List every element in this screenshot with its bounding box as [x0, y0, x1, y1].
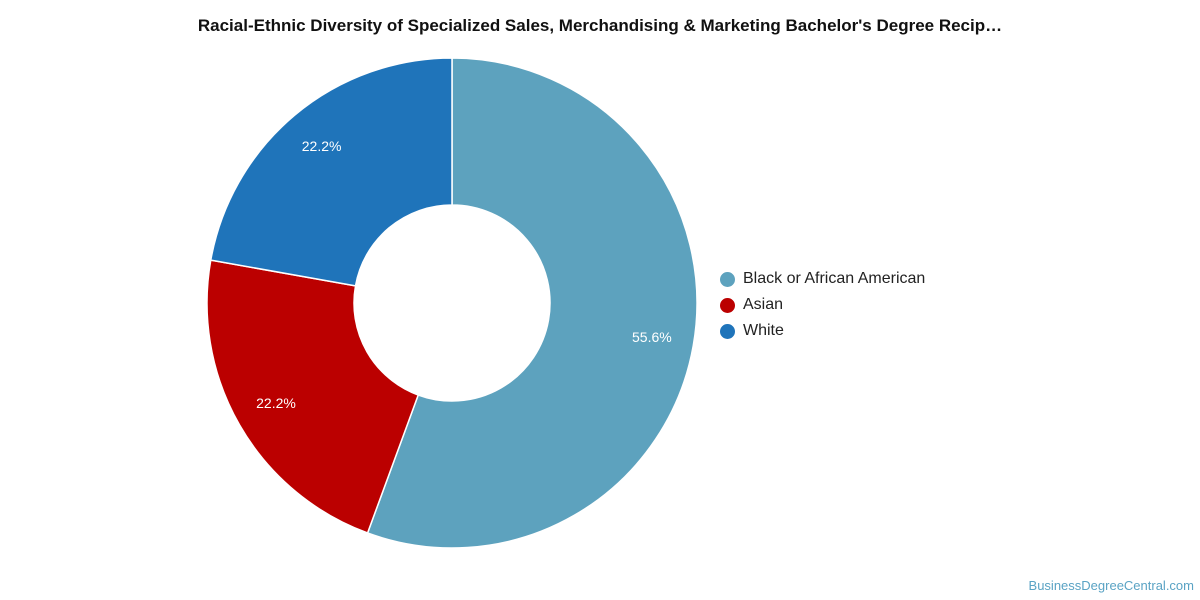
source-link[interactable]: BusinessDegreeCentral.com	[1028, 578, 1194, 593]
legend-item-white[interactable]: White	[720, 318, 925, 344]
legend-label: White	[743, 322, 784, 339]
slice-label-black-or-african-american: 55.6%	[632, 329, 672, 345]
chart-title: Racial-Ethnic Diversity of Specialized S…	[197, 16, 1003, 35]
slice-label-white: 22.2%	[302, 138, 342, 154]
legend-item-black-or-african-american[interactable]: Black or African American	[720, 266, 925, 292]
donut-slice-white[interactable]	[209, 57, 453, 287]
slice-labels: 55.6% 22.2% 22.2%	[256, 138, 672, 411]
donut-slices	[206, 57, 698, 549]
legend-label: Asian	[743, 296, 784, 313]
donut-slice-asian[interactable]	[206, 259, 420, 534]
legend-swatch-white	[720, 323, 735, 339]
chart-legend: Black or African American Asian White	[720, 266, 925, 344]
donut-slice-black-or-african-american[interactable]	[366, 57, 698, 549]
legend-item-asian[interactable]: Asian	[720, 292, 925, 318]
slice-label-asian: 22.2%	[256, 395, 296, 411]
legend-swatch-black-or-african-american	[720, 271, 735, 287]
legend-label: Black or African American	[743, 270, 926, 287]
legend-swatch-asian	[720, 297, 735, 313]
